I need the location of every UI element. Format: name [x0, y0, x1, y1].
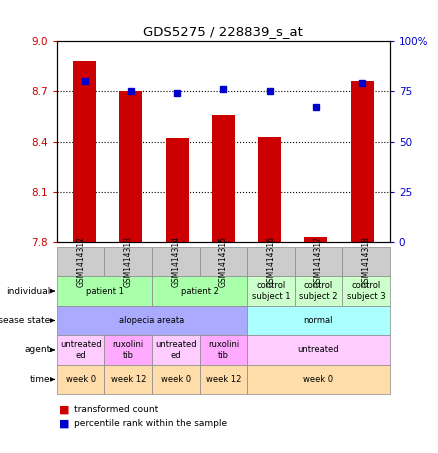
Text: normal: normal [304, 316, 333, 325]
Title: GDS5275 / 228839_s_at: GDS5275 / 228839_s_at [143, 25, 304, 38]
Bar [258, 136, 281, 242]
Bar [350, 81, 374, 242]
Text: ruxolini
tib: ruxolini tib [113, 340, 144, 360]
Text: week 12: week 12 [110, 375, 146, 384]
Text: GSM1414312: GSM1414312 [76, 236, 85, 287]
Text: GSM1414317: GSM1414317 [314, 236, 323, 287]
Text: time: time [30, 375, 50, 384]
Bar [119, 91, 142, 242]
Text: ■: ■ [59, 419, 70, 429]
Text: ruxolini
tib: ruxolini tib [208, 340, 239, 360]
Bar [212, 115, 235, 242]
Bar [304, 237, 327, 242]
Text: GSM1414316: GSM1414316 [266, 236, 276, 287]
Text: week 12: week 12 [206, 375, 241, 384]
Text: week 0: week 0 [304, 375, 334, 384]
Text: transformed count: transformed count [74, 405, 158, 414]
Text: week 0: week 0 [66, 375, 96, 384]
Text: alopecia areata: alopecia areata [120, 316, 185, 325]
Text: control
subject 2: control subject 2 [299, 281, 338, 301]
Text: control
subject 3: control subject 3 [347, 281, 385, 301]
Text: GSM1414314: GSM1414314 [171, 236, 180, 287]
Text: control
subject 1: control subject 1 [252, 281, 290, 301]
Text: GSM1414313: GSM1414313 [124, 236, 133, 287]
Text: individual: individual [6, 287, 50, 295]
Text: GSM1414318: GSM1414318 [361, 236, 371, 287]
Text: percentile rank within the sample: percentile rank within the sample [74, 419, 227, 428]
Text: untreated
ed: untreated ed [155, 340, 197, 360]
Text: patient 2: patient 2 [180, 287, 219, 295]
Text: patient 1: patient 1 [85, 287, 124, 295]
Text: disease state: disease state [0, 316, 50, 325]
Text: agent: agent [24, 346, 50, 354]
Text: week 0: week 0 [161, 375, 191, 384]
Text: untreated
ed: untreated ed [60, 340, 102, 360]
Bar [73, 61, 96, 242]
Bar [166, 138, 189, 242]
Text: untreated: untreated [298, 346, 339, 354]
Text: ■: ■ [59, 405, 70, 415]
Text: GSM1414315: GSM1414315 [219, 236, 228, 287]
